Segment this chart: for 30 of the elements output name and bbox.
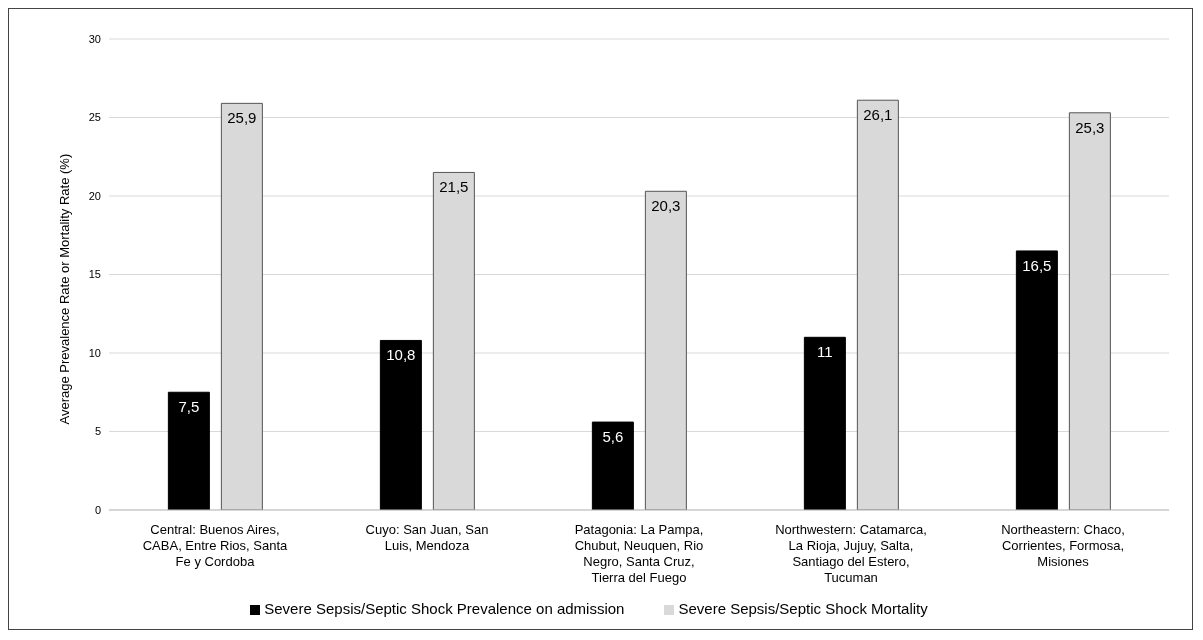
y-tick-label: 0 [94, 503, 101, 516]
data-label: 25,3 [1075, 118, 1105, 136]
data-label: 7,5 [178, 398, 200, 416]
data-label: 26,1 [863, 106, 893, 124]
y-tick-label: 15 [88, 268, 101, 281]
data-label: 5,6 [602, 428, 624, 446]
bar [167, 391, 210, 510]
x-tick-label: Northeastern: Chaco, Corrientes, Formosa, Misiones [1001, 522, 1125, 569]
y-tick-label: 20 [88, 189, 101, 202]
legend-label: Severe Sepsis/Septic Shock Prevalence on admission [264, 600, 625, 617]
bar [591, 421, 634, 510]
x-tick-label: Cuyo: San Juan, San Luis, Mendoza [365, 522, 489, 553]
data-label: 10,8 [386, 346, 416, 364]
x-tick-label: Central: Buenos Aires, CABA, Entre Rios, Santa Fe y Cordoba [142, 522, 289, 569]
legend-label: Severe Sepsis/Septic Shock Mortality [678, 600, 928, 617]
bar [379, 339, 422, 510]
data-label: 16,5 [1022, 256, 1052, 274]
y-tick-label: 10 [88, 346, 101, 359]
y-tick-label: 30 [88, 32, 101, 45]
bar [1015, 250, 1058, 510]
y-tick-label: 25 [88, 111, 101, 124]
x-tick-label: Patagonia: La Pampa, Chubut, Neuquen, Rio Negro, Santa Cruz, Tierra del Fuego [574, 522, 704, 585]
data-label: 21,5 [439, 178, 469, 196]
x-tick-label: Northwestern: Catamarca, La Rioja, Jujuy, Salta, Santiago del Estero, Tucuman [775, 522, 927, 585]
data-label: 11 [817, 343, 833, 361]
bar [803, 336, 846, 510]
data-label: 25,9 [227, 109, 257, 127]
y-tick-label: 5 [94, 425, 101, 438]
y-axis-title: Average Prevalence Rate or Mortality Rate (%) [56, 153, 72, 425]
data-label: 20,3 [651, 197, 681, 215]
